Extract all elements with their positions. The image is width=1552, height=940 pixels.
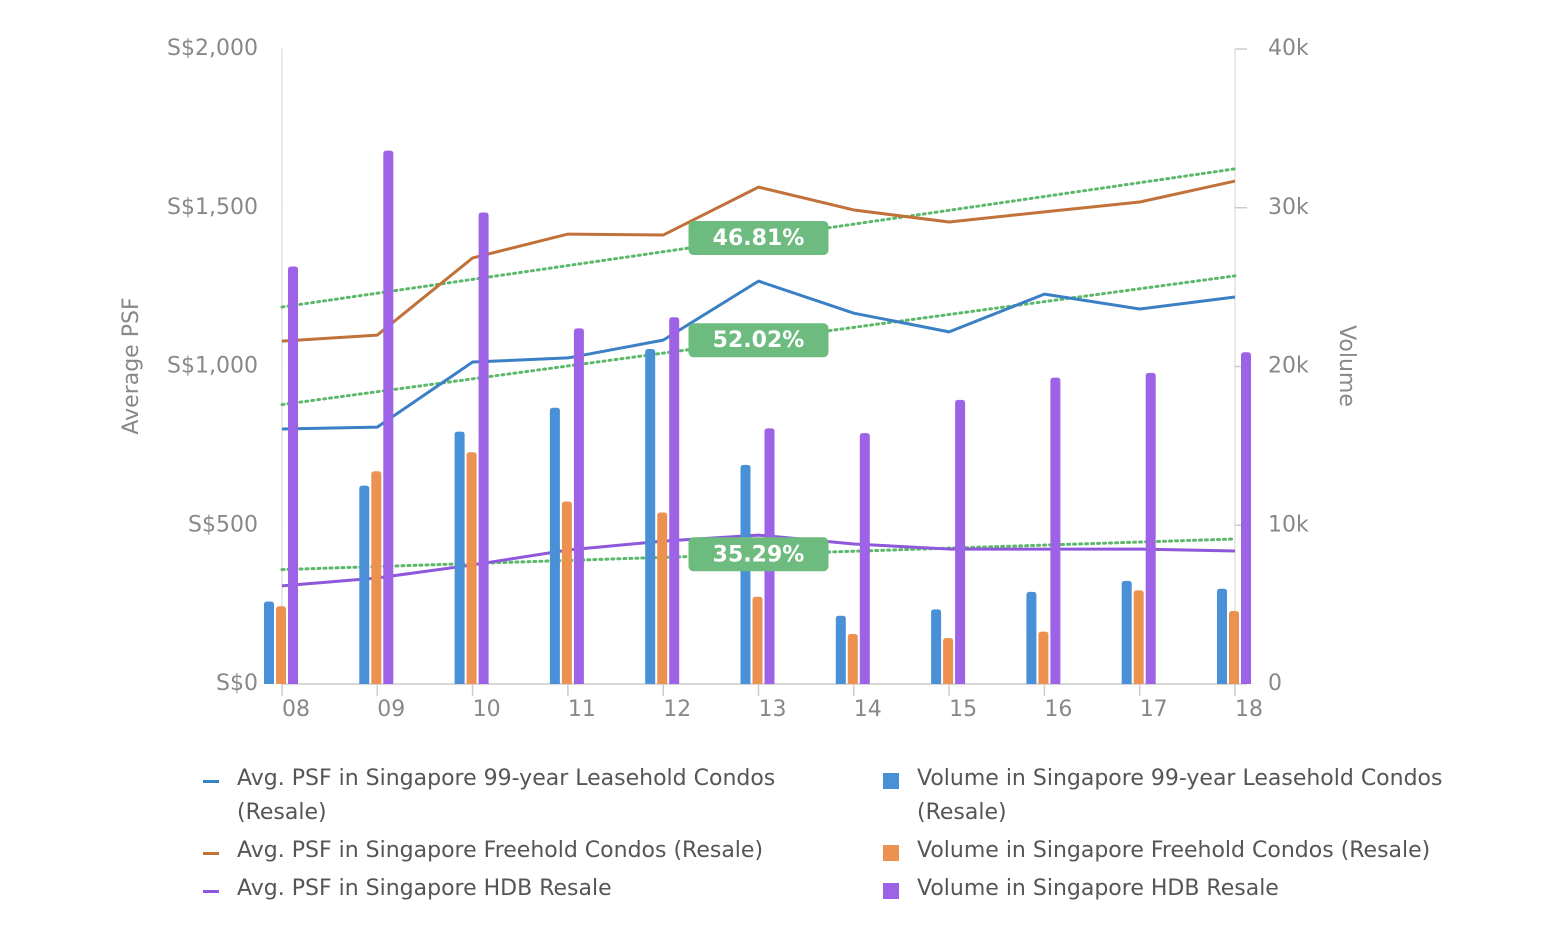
bar xyxy=(752,596,763,684)
bar xyxy=(359,485,370,684)
legend-column: Avg. PSF in Singapore 99-year Leasehold … xyxy=(195,762,805,906)
x-tick-label: 18 xyxy=(1235,697,1263,722)
bar xyxy=(288,266,298,684)
legend: Avg. PSF in Singapore 99-year Leasehold … xyxy=(195,762,1465,906)
legend-item[interactable]: Avg. PSF in Singapore HDB Resale xyxy=(195,872,805,906)
bar xyxy=(264,601,274,684)
bar xyxy=(1145,372,1156,684)
y2-tick-label: 30k xyxy=(1268,195,1309,220)
bar xyxy=(549,407,560,684)
bar xyxy=(859,433,870,684)
legend-label: Volume in Singapore 99-year Leasehold Co… xyxy=(917,766,1443,825)
y-axis-title: Average PSF xyxy=(119,297,144,434)
bar xyxy=(669,317,680,684)
bar xyxy=(943,637,954,684)
bar xyxy=(955,399,966,684)
legend-label: Avg. PSF in Singapore HDB Resale xyxy=(237,876,612,901)
y-tick-label: S$2,000 xyxy=(167,36,258,61)
bar xyxy=(454,431,465,684)
bar xyxy=(645,349,656,684)
y-tick-label: S$1,000 xyxy=(167,354,258,379)
legend-marker xyxy=(883,773,899,789)
line xyxy=(281,533,1236,588)
bar xyxy=(847,633,858,684)
x-tick-label: 11 xyxy=(568,697,596,722)
legend-item[interactable]: Avg. PSF in Singapore 99-year Leasehold … xyxy=(195,762,805,830)
bar xyxy=(573,328,584,684)
bar xyxy=(1229,610,1239,684)
legend-item[interactable]: Volume in Singapore HDB Resale xyxy=(875,872,1465,906)
x-tick-label: 08 xyxy=(282,697,310,722)
bar xyxy=(1241,352,1251,684)
trend-label-box xyxy=(688,537,829,572)
bar xyxy=(1026,591,1037,684)
y2-tick-label: 10k xyxy=(1268,512,1309,537)
legend-item[interactable]: Volume in Singapore 99-year Leasehold Co… xyxy=(875,762,1465,830)
y2-tick-label: 20k xyxy=(1268,354,1309,379)
y2-axis-title: Volume xyxy=(1334,325,1359,407)
legend-marker xyxy=(883,845,899,861)
legend-marker xyxy=(203,780,219,783)
bar xyxy=(931,609,942,684)
bar xyxy=(657,512,668,684)
bar xyxy=(1133,590,1144,684)
trend-label-box xyxy=(688,323,829,358)
trend-label-box xyxy=(688,220,829,255)
trend-label: 52.02% xyxy=(713,328,805,353)
bar xyxy=(1050,377,1061,684)
x-tick-label: 13 xyxy=(759,697,787,722)
legend-label: Volume in Singapore HDB Resale xyxy=(917,876,1279,901)
bar xyxy=(1217,588,1227,684)
bar xyxy=(466,452,477,684)
x-tick-label: 14 xyxy=(854,697,882,722)
x-tick-label: 10 xyxy=(473,697,501,722)
bar xyxy=(276,606,286,684)
y2-tick-label: 0 xyxy=(1268,671,1282,696)
y-tick-label: S$500 xyxy=(188,512,258,537)
y2-tick-label: 40k xyxy=(1268,36,1309,61)
bar xyxy=(1038,631,1049,684)
bar xyxy=(835,615,846,684)
bar xyxy=(478,212,489,684)
line xyxy=(281,279,1236,431)
legend-marker xyxy=(883,883,899,899)
trend-label: 35.29% xyxy=(713,542,805,567)
bar xyxy=(371,471,382,684)
line xyxy=(281,179,1236,343)
legend-label: Avg. PSF in Singapore Freehold Condos (R… xyxy=(237,838,764,863)
x-tick-label: 09 xyxy=(377,697,405,722)
legend-item[interactable]: Volume in Singapore Freehold Condos (Res… xyxy=(875,834,1465,868)
x-tick-label: 17 xyxy=(1140,697,1168,722)
x-tick-label: 16 xyxy=(1044,697,1072,722)
legend-marker xyxy=(203,852,219,855)
x-tick-label: 15 xyxy=(949,697,977,722)
y-tick-label: S$0 xyxy=(216,671,258,696)
chart: Average PSF Volume S$0 S$500 S$1,000 S$1,50… xyxy=(119,36,1359,722)
legend-marker xyxy=(203,890,219,893)
bar xyxy=(561,501,572,684)
bar xyxy=(1121,580,1132,684)
legend-label: Avg. PSF in Singapore 99-year Leasehold … xyxy=(237,766,776,825)
bar xyxy=(740,464,751,684)
legend-item[interactable]: Avg. PSF in Singapore Freehold Condos (R… xyxy=(195,834,805,868)
trend-label: 46.81% xyxy=(713,226,805,251)
y-tick-label: S$1,500 xyxy=(167,195,258,220)
x-tick-label: 12 xyxy=(663,697,691,722)
legend-label: Volume in Singapore Freehold Condos (Res… xyxy=(917,838,1431,863)
bar xyxy=(383,150,394,685)
legend-column: Volume in Singapore 99-year Leasehold Co… xyxy=(875,762,1465,906)
